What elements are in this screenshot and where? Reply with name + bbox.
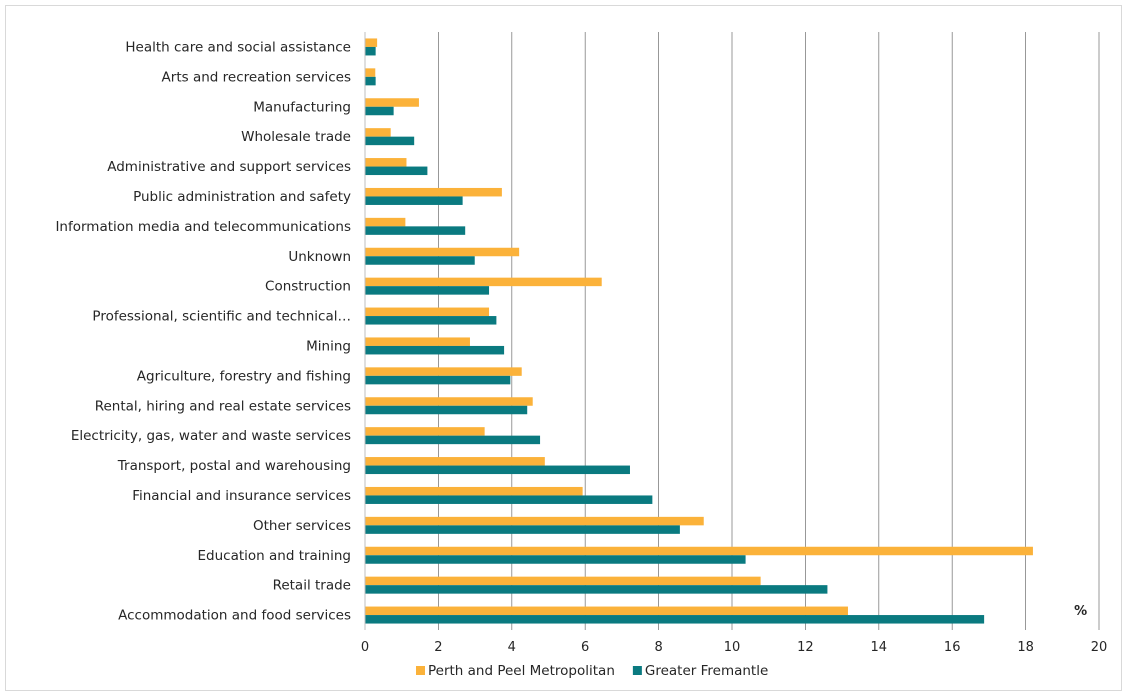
bar-perth-peel [365, 367, 522, 376]
bar-greater-fremantle [365, 495, 653, 504]
bar-chart: Health care and social assistance Arts an… [55, 32, 1107, 679]
category-label: Mining [306, 338, 351, 354]
x-tick-label: 8 [654, 640, 662, 655]
category-label: Manufacturing [253, 99, 351, 115]
category-labels: Health care and social assistance Arts an… [55, 39, 351, 623]
bar-greater-fremantle [365, 316, 497, 325]
bar-greater-fremantle [365, 76, 376, 86]
bar-perth-peel [365, 128, 391, 137]
bar-greater-fremantle [365, 136, 415, 146]
x-tick-label: 20 [1091, 640, 1108, 655]
category-label: Information media and telecommunications [55, 219, 351, 235]
bar-perth-peel [365, 457, 545, 466]
bar-greater-fremantle [365, 585, 828, 594]
bar-perth-peel [365, 38, 378, 47]
bar-greater-fremantle [365, 166, 428, 176]
category-label: Education and training [198, 548, 352, 564]
bar-greater-fremantle [365, 465, 630, 475]
x-tick-label: 12 [797, 640, 814, 655]
bar-greater-fremantle [365, 46, 376, 56]
bar-perth-peel [365, 397, 533, 406]
category-label: Accommodation and food services [118, 608, 351, 624]
bar-perth-peel [365, 427, 485, 436]
bars-group [365, 38, 1033, 624]
bar-perth-peel [365, 337, 470, 346]
bar-perth-peel [365, 486, 583, 496]
bar-perth-peel [365, 247, 520, 257]
bar-perth-peel [365, 277, 602, 287]
x-tick-label: 18 [1017, 640, 1034, 655]
category-label: Rental, hiring and real estate services [95, 398, 351, 414]
x-tick-label: 4 [508, 640, 516, 655]
category-label: Retail trade [273, 578, 351, 594]
legend-swatch [632, 666, 642, 675]
legend: Perth and Peel Metropolitan Greater Frema… [416, 663, 768, 679]
bar-greater-fremantle [365, 256, 475, 265]
category-label: Public administration and safety [133, 189, 351, 205]
bar-perth-peel [365, 98, 419, 107]
x-tick-label: 0 [361, 640, 369, 655]
bar-greater-fremantle [365, 196, 463, 205]
x-tick-label: 16 [944, 640, 961, 655]
bar-perth-peel [365, 606, 848, 616]
bar-greater-fremantle [365, 106, 394, 116]
bar-greater-fremantle [365, 555, 746, 564]
category-label: Financial and insurance services [132, 488, 351, 504]
category-label: Transport, postal and warehousing [117, 458, 351, 474]
x-tick-labels: 0 2 4 6 8 10 12 14 16 18 20 [361, 640, 1107, 655]
bar-perth-peel [365, 546, 1033, 556]
bar-greater-fremantle [365, 345, 505, 355]
category-label: Agriculture, forestry and fishing [137, 368, 351, 384]
x-tick-label: 14 [871, 640, 888, 655]
x-tick-label: 6 [581, 640, 589, 655]
bar-perth-peel [365, 68, 376, 77]
legend-label: Greater Fremantle [645, 663, 768, 679]
x-tick-label: 10 [724, 640, 741, 655]
bar-greater-fremantle [365, 286, 490, 295]
unit-label: % [1074, 604, 1087, 619]
category-label: Health care and social assistance [125, 39, 351, 55]
category-label: Other services [253, 518, 351, 534]
bar-perth-peel [365, 516, 704, 526]
bar-greater-fremantle [365, 615, 985, 624]
gridlines [437, 32, 1100, 630]
bar-greater-fremantle [365, 375, 511, 385]
category-label: Arts and recreation services [162, 69, 351, 85]
legend-label: Perth and Peel Metropolitan [428, 663, 615, 679]
category-label: Unknown [288, 249, 351, 265]
bar-perth-peel [365, 576, 761, 586]
category-label: Administrative and support services [107, 159, 351, 175]
bar-greater-fremantle [365, 226, 466, 235]
bar-greater-fremantle [365, 405, 528, 415]
x-tick-label: 2 [434, 640, 442, 655]
bar-perth-peel [365, 158, 407, 167]
bar-perth-peel [365, 217, 406, 227]
bar-greater-fremantle [365, 525, 680, 534]
bar-perth-peel [365, 307, 490, 317]
legend-swatch [416, 666, 425, 675]
bar-greater-fremantle [365, 435, 541, 445]
chart-frame: Health care and social assistance Arts an… [5, 5, 1122, 691]
category-label: Professional, scientific and technical… [92, 309, 351, 325]
category-label: Wholesale trade [241, 129, 351, 145]
category-label: Electricity, gas, water and waste servic… [71, 428, 351, 444]
bar-perth-peel [365, 187, 502, 197]
category-label: Construction [265, 279, 351, 295]
